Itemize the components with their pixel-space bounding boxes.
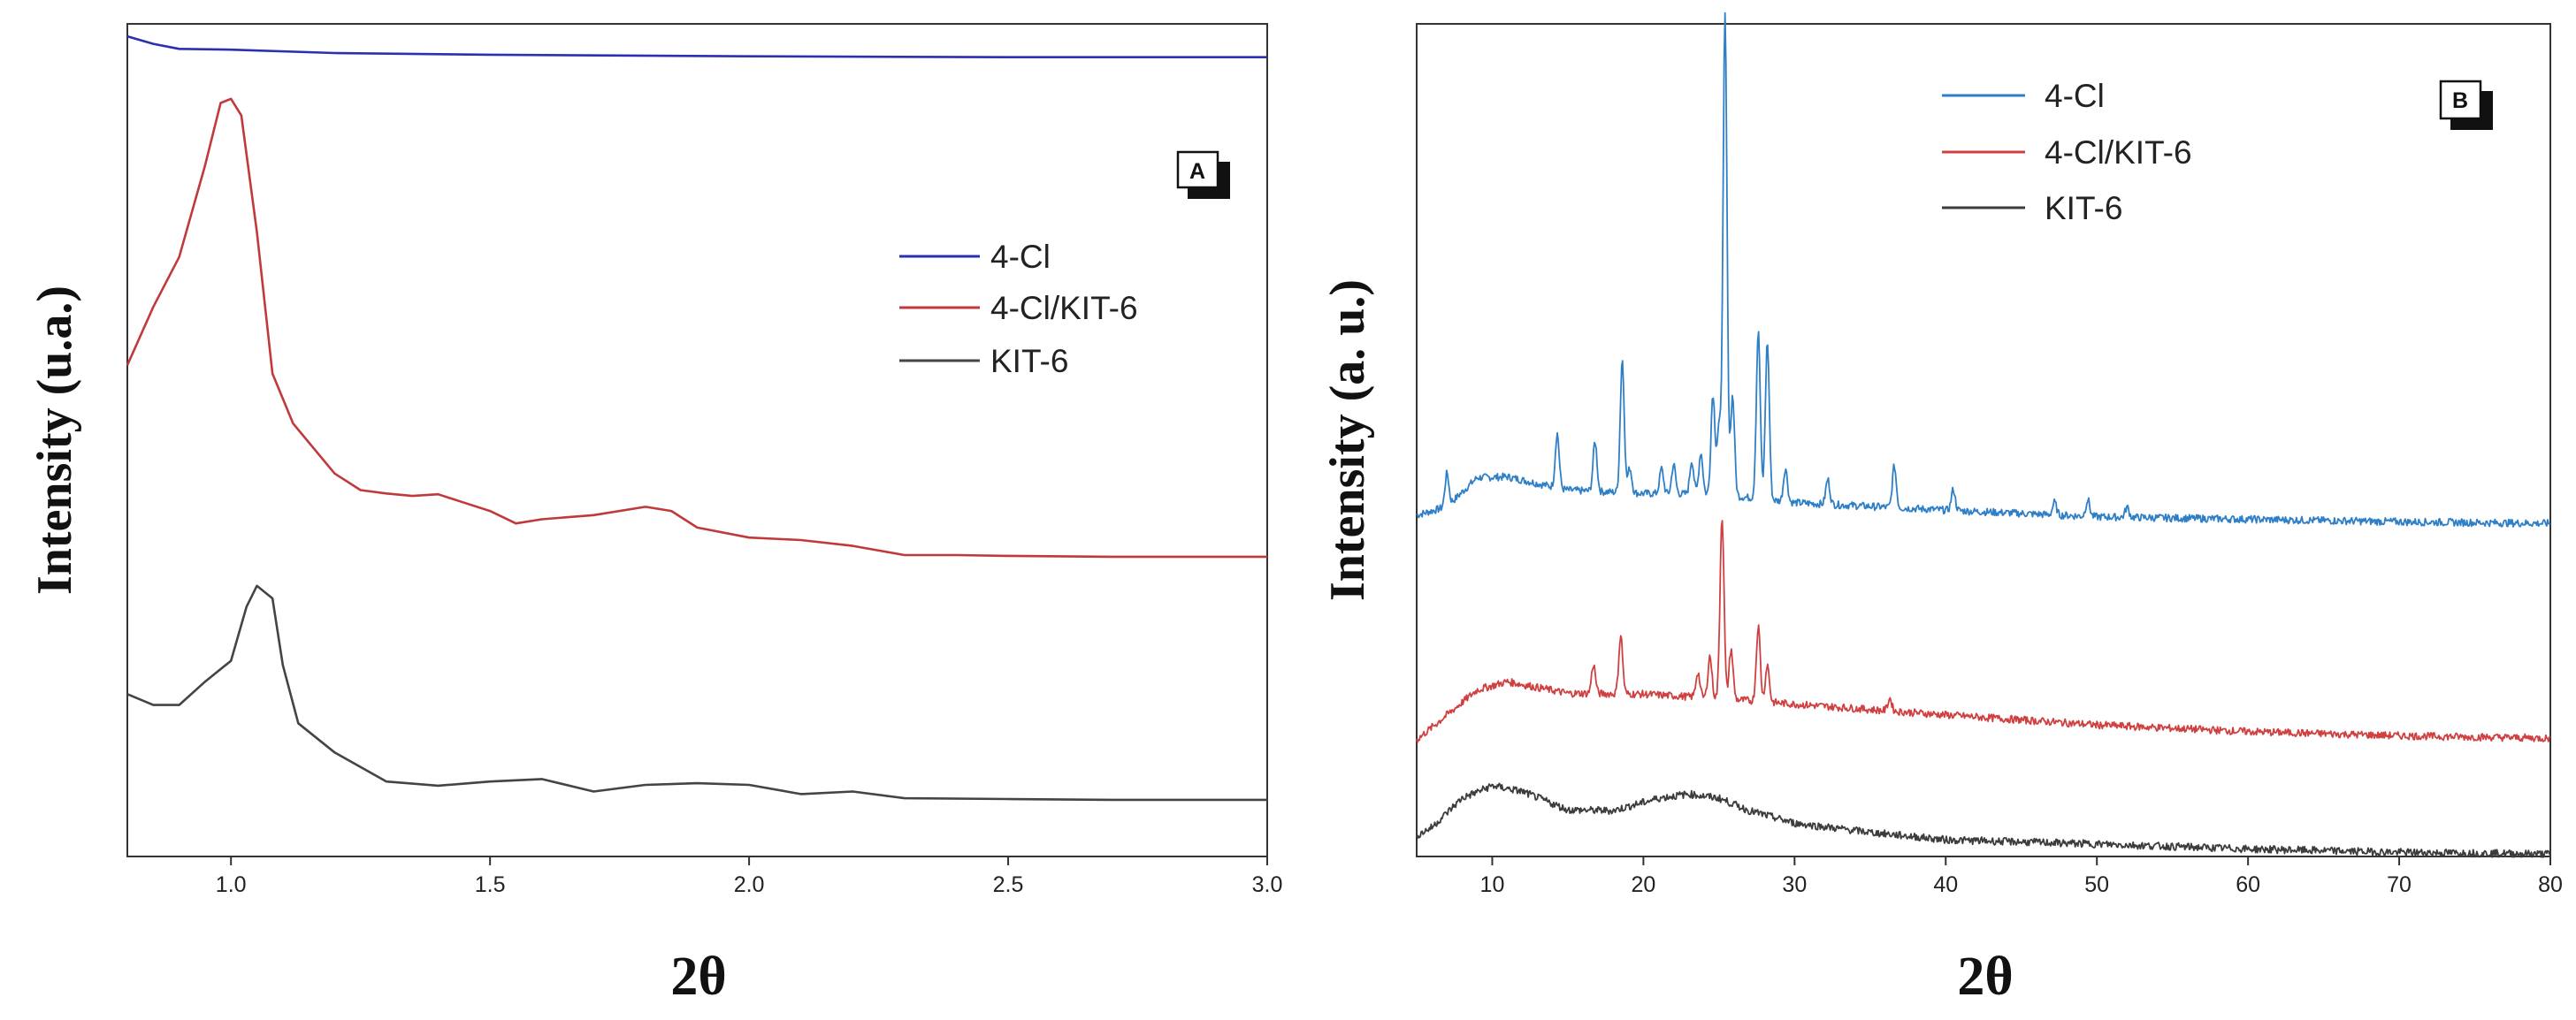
panel-b-x-tick-label: 40 bbox=[1933, 872, 1958, 897]
panel-b-series-kit-6 bbox=[1416, 782, 2551, 858]
legend-a-label-4cl-kit6: 4-Cl/KIT-6 bbox=[990, 290, 1138, 326]
panel-a-x-tick-label: 1.5 bbox=[475, 872, 506, 897]
panel-a-series-4-cl-kit-6 bbox=[126, 97, 1267, 559]
panel-a-series-4-cl bbox=[126, 34, 1267, 58]
panel-a-legend: 4-Cl 4-Cl/KIT-6 KIT-6 bbox=[899, 239, 1138, 379]
legend-b-label-kit6: KIT-6 bbox=[2045, 190, 2122, 226]
panel-b-x-axis: 10 20 30 40 50 60 70 80 bbox=[1480, 856, 2563, 897]
legend-a-label-4cl: 4-Cl bbox=[990, 239, 1051, 275]
panel-b-x-tick-label: 20 bbox=[1631, 872, 1655, 897]
panel-a-x-tick-label: 2.0 bbox=[734, 872, 765, 897]
panel-b-x-axis-title: 2θ bbox=[1957, 947, 2013, 1007]
panel-b-badge-label: B bbox=[2452, 88, 2468, 113]
panel-a-x-tick-label: 2.5 bbox=[993, 872, 1024, 897]
panel-a-x-tick-label: 1.0 bbox=[216, 872, 247, 897]
panel-a-series-kit-6 bbox=[126, 584, 1267, 802]
panel-a-badge-label: A bbox=[1189, 159, 1205, 184]
panel-b-legend: 4-Cl 4-Cl/KIT-6 KIT-6 bbox=[1942, 78, 2192, 226]
panel-b-x-tick-label: 70 bbox=[2387, 872, 2412, 897]
panel-b-x-tick-label: 10 bbox=[1480, 872, 1505, 897]
panel-a-series-group bbox=[126, 34, 1267, 802]
panel-b-x-tick-label: 60 bbox=[2236, 872, 2260, 897]
panel-a-y-axis-title: Intensity (u.a.) bbox=[27, 285, 82, 595]
panel-b-series-group bbox=[1416, 11, 2551, 858]
panel-a-x-axis: 1.0 1.5 2.0 2.5 3.0 bbox=[216, 856, 1283, 897]
panel-a-x-tick-label: 3.0 bbox=[1252, 872, 1283, 897]
panel-b-series-4-cl-kit-6 bbox=[1416, 520, 2551, 743]
legend-a-label-kit6: KIT-6 bbox=[990, 343, 1068, 379]
panel-b-plot-frame bbox=[1416, 23, 2551, 857]
panel-b-x-tick-label: 50 bbox=[2084, 872, 2109, 897]
legend-b-label-4cl-kit6: 4-Cl/KIT-6 bbox=[2045, 134, 2192, 171]
panel-b-series-4-cl bbox=[1416, 11, 2551, 528]
panel-b-badge: B bbox=[2439, 80, 2493, 130]
legend-b-label-4cl: 4-Cl bbox=[2045, 78, 2105, 114]
panel-a-badge: A bbox=[1176, 150, 1230, 199]
panel-b-x-tick-label: 30 bbox=[1782, 872, 1807, 897]
panel-b-y-axis-title: Intensity (a. u.) bbox=[1320, 279, 1375, 601]
panel-a-x-axis-title: 2θ bbox=[670, 947, 726, 1007]
panel-b-x-tick-label: 80 bbox=[2538, 872, 2563, 897]
panel-a-plot-frame bbox=[126, 23, 1268, 857]
